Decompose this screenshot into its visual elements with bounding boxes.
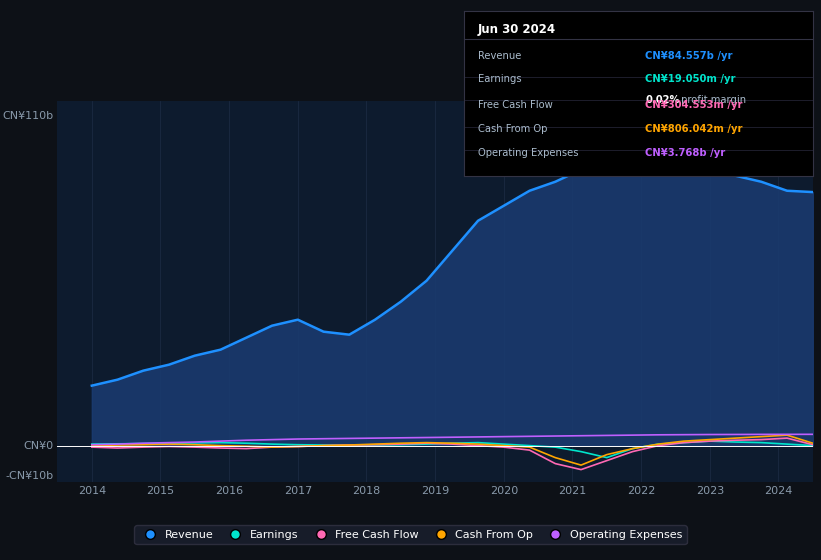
Legend: Revenue, Earnings, Free Cash Flow, Cash From Op, Operating Expenses: Revenue, Earnings, Free Cash Flow, Cash … — [135, 525, 686, 544]
Text: CN¥84.557b /yr: CN¥84.557b /yr — [645, 51, 733, 61]
Text: Revenue: Revenue — [478, 51, 521, 61]
Text: 0.02%: 0.02% — [645, 95, 680, 105]
Text: Free Cash Flow: Free Cash Flow — [478, 100, 553, 110]
Text: profit margin: profit margin — [678, 95, 746, 105]
Text: CN¥304.553m /yr: CN¥304.553m /yr — [645, 100, 743, 110]
Text: Operating Expenses: Operating Expenses — [478, 148, 578, 158]
Text: CN¥110b: CN¥110b — [2, 111, 53, 121]
Text: -CN¥10b: -CN¥10b — [6, 470, 53, 480]
Text: Cash From Op: Cash From Op — [478, 124, 548, 133]
Text: CN¥0: CN¥0 — [24, 441, 53, 451]
Text: Jun 30 2024: Jun 30 2024 — [478, 23, 556, 36]
Text: CN¥806.042m /yr: CN¥806.042m /yr — [645, 124, 743, 133]
Text: CN¥3.768b /yr: CN¥3.768b /yr — [645, 148, 726, 158]
Text: CN¥19.050m /yr: CN¥19.050m /yr — [645, 74, 736, 84]
Text: Earnings: Earnings — [478, 74, 521, 84]
